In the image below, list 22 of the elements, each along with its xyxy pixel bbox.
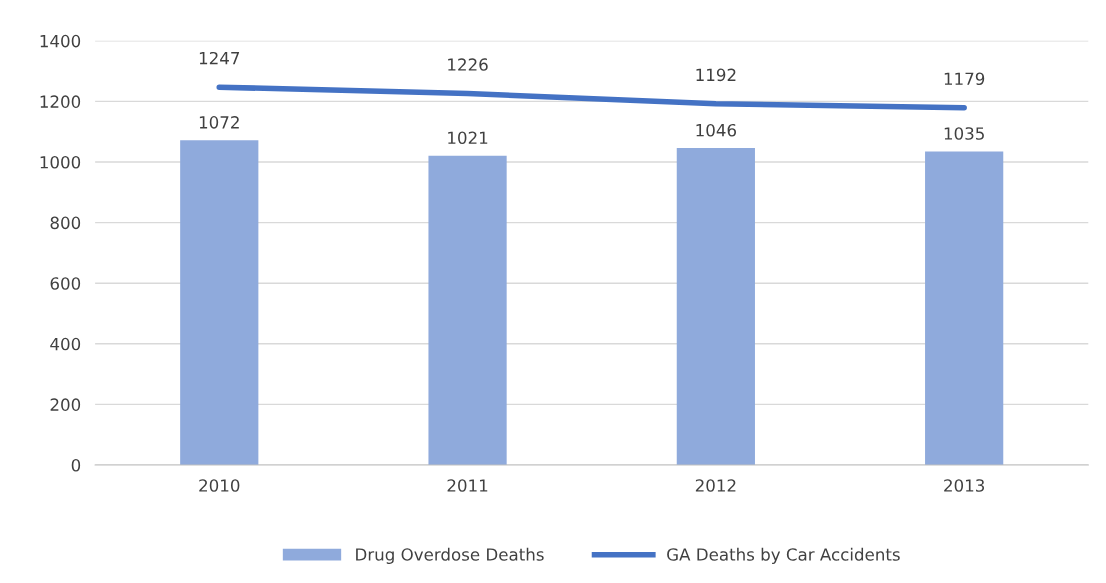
data-label: 1072 xyxy=(199,116,239,129)
x-tick-label: 2013 xyxy=(944,479,985,492)
x-tick-label: 2011 xyxy=(447,479,488,492)
y-tick-label: 200 xyxy=(50,398,81,411)
y-tick-label: 0 xyxy=(71,458,81,472)
data-label: 1226 xyxy=(448,58,488,71)
legend-label: Drug Overdose Deaths xyxy=(356,547,544,564)
y-tick-label: 600 xyxy=(50,277,81,290)
y-tick-label: 400 xyxy=(50,337,81,351)
data-label: 1179 xyxy=(944,72,985,86)
data-label: 1021 xyxy=(448,131,488,145)
data-label: 1046 xyxy=(696,123,737,137)
data-label: 1192 xyxy=(696,68,736,82)
y-tick-label: 800 xyxy=(50,216,81,230)
y-tick-label: 1400 xyxy=(40,34,81,48)
data-label: 1035 xyxy=(944,127,984,140)
y-tick-label: 1200 xyxy=(40,95,81,108)
y-tick-label: 1000 xyxy=(40,155,81,169)
legend-label: GA Deaths by Car Accidents xyxy=(667,547,900,564)
x-tick-label: 2010 xyxy=(199,479,240,492)
data-label: 1247 xyxy=(199,51,240,65)
x-tick-label: 2012 xyxy=(695,479,736,492)
